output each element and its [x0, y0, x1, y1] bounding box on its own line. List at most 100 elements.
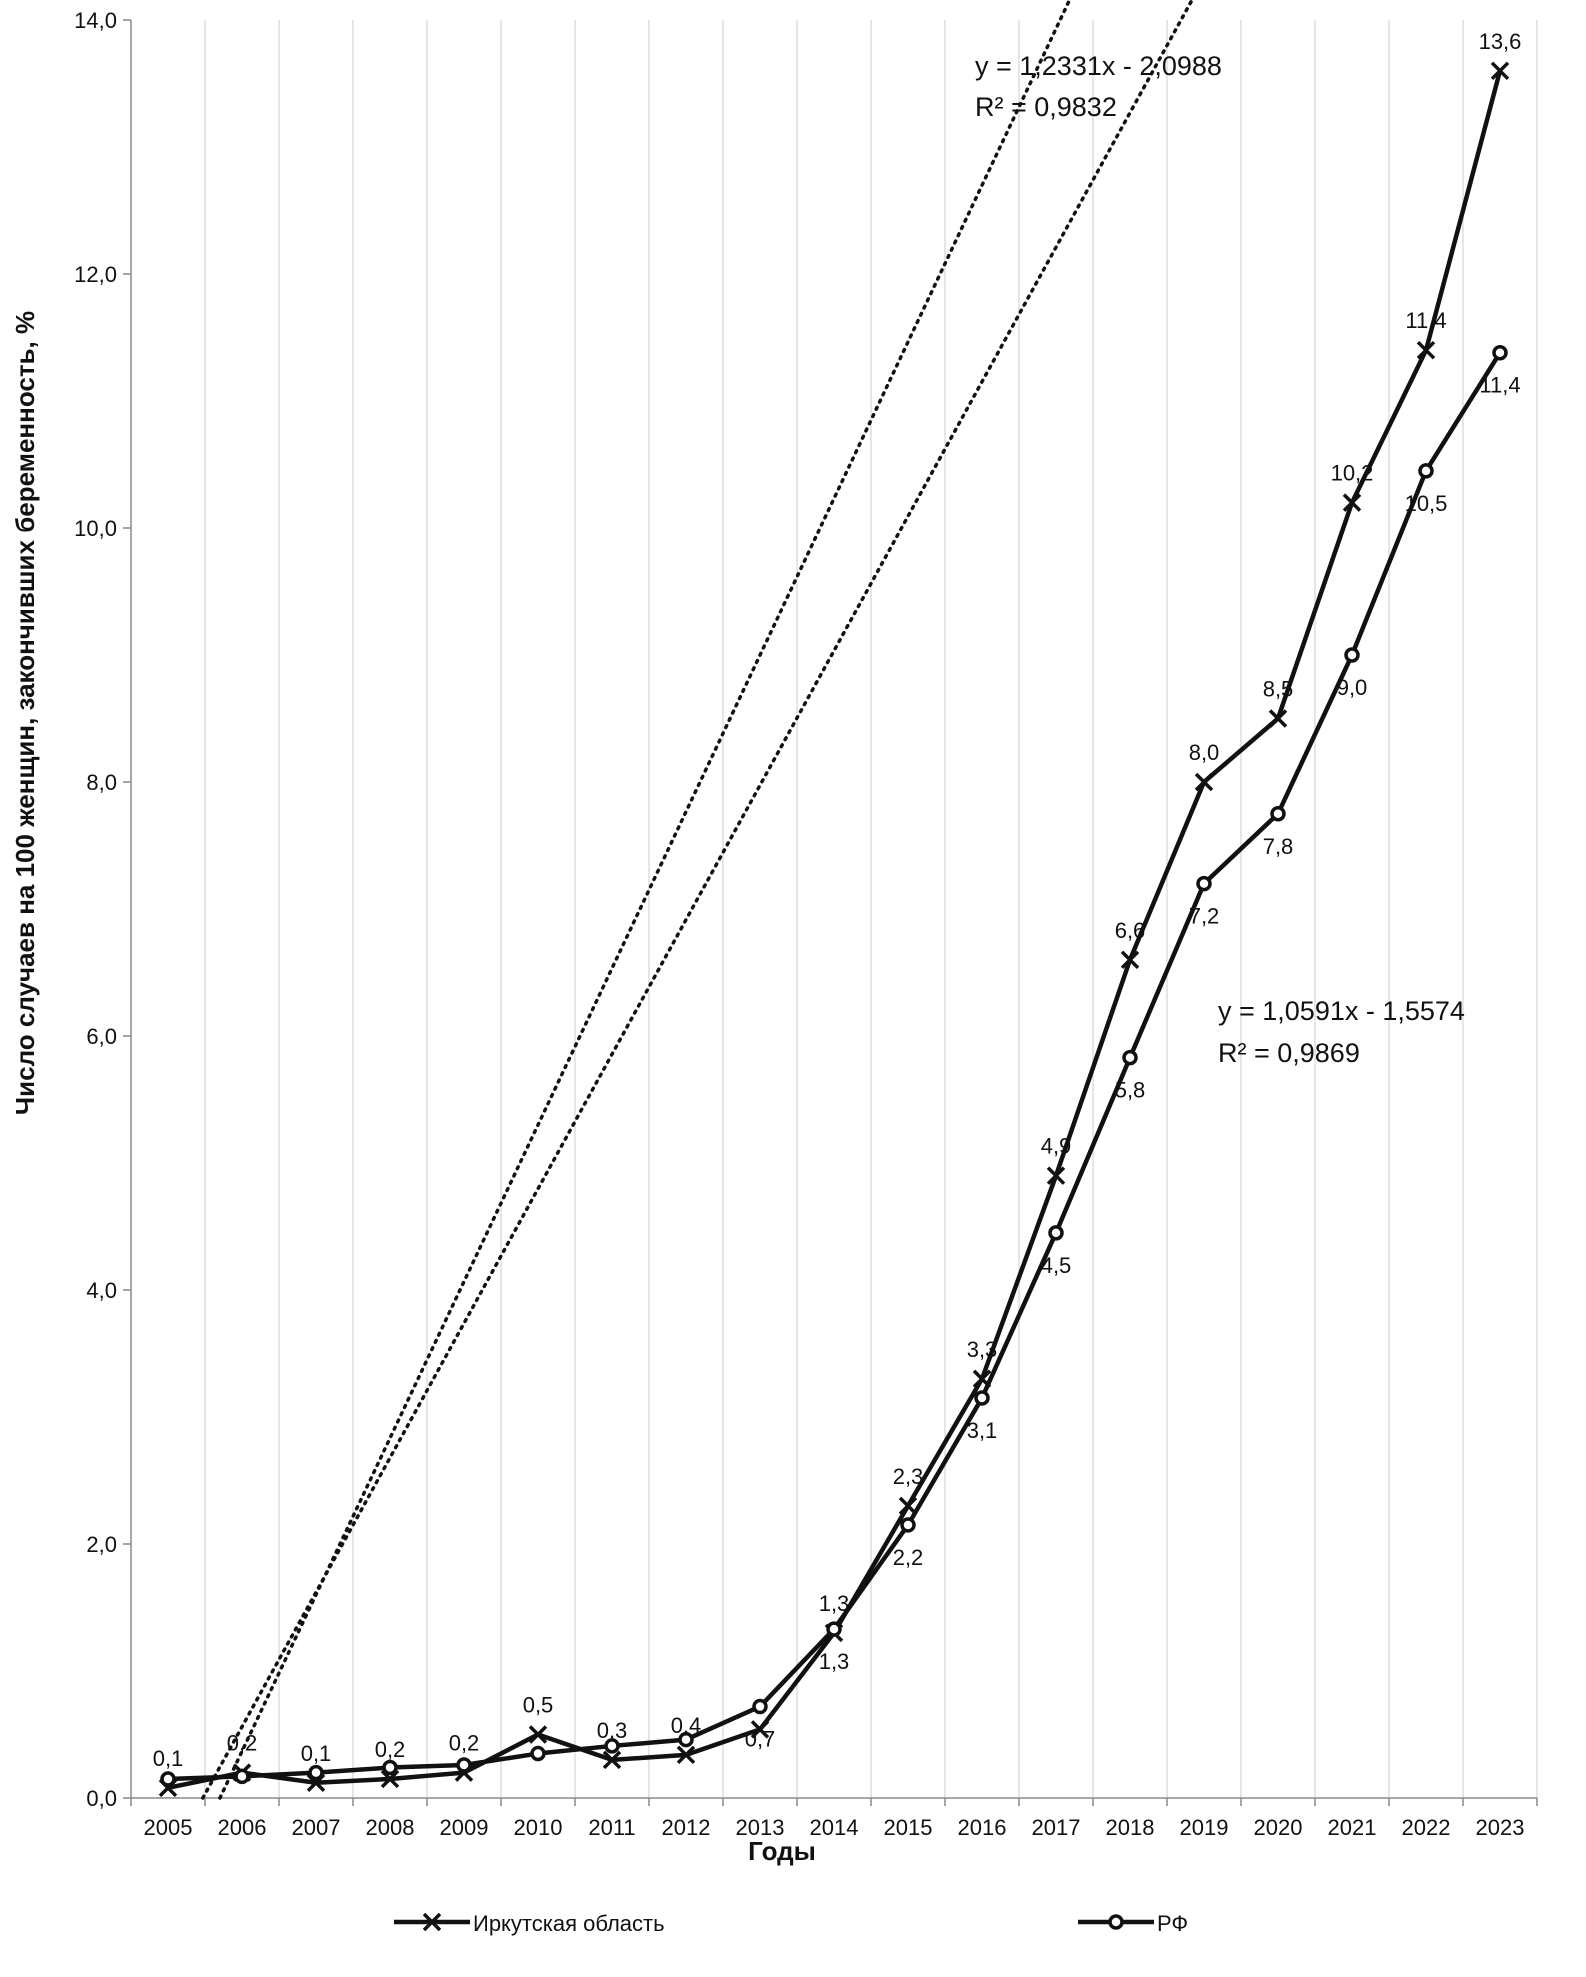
- y-tick-label: 12,0: [74, 262, 117, 287]
- data-label-irkutsk: 3,3: [967, 1337, 998, 1362]
- data-label-irkutsk: 4,9: [1041, 1134, 1072, 1159]
- data-label-rf: 11,4: [1479, 373, 1520, 398]
- legend-irkutsk-label: Иркутская область: [473, 1911, 665, 1936]
- data-point-irkutsk: [676, 1745, 696, 1765]
- data-point-rf: [826, 1621, 842, 1637]
- data-point-irkutsk: [1268, 709, 1288, 728]
- data-point-rf: [1196, 875, 1212, 892]
- data-point-rf: [1418, 463, 1434, 479]
- x-tick-label: 2020: [1254, 1815, 1303, 1840]
- data-point-rf: [530, 1745, 546, 1762]
- legend-rf-label: РФ: [1157, 1911, 1188, 1936]
- data-label-rf: 2,2: [893, 1545, 924, 1570]
- data-label-irkutsk: 0,1: [153, 1746, 184, 1771]
- data-point-rf: [1344, 647, 1360, 663]
- data-label-irkutsk: 1,3: [819, 1591, 850, 1616]
- x-tick-label: 2008: [366, 1815, 415, 1840]
- x-tick-label: 2009: [440, 1815, 489, 1840]
- data-label-rf: 9,0: [1337, 675, 1368, 700]
- legend: Иркутская область РФ: [394, 1911, 1188, 1936]
- data-label-irkutsk: 0,2: [375, 1737, 406, 1762]
- data-label-rf: 7,8: [1263, 834, 1294, 859]
- data-labels: 0,1 0,2 0,1 0,2 0,2 0,5 0,3 0,4 1,3 2,3 3,3 4,9 6,6 8…: [153, 29, 1522, 1771]
- x-tick-label: 2016: [958, 1815, 1007, 1840]
- x-tick-label: 2018: [1106, 1815, 1155, 1840]
- data-label-irkutsk: 0,5: [523, 1693, 554, 1718]
- data-point-rf: [974, 1390, 990, 1406]
- trendline-irkutsk: [218, 0, 1072, 1800]
- x-tick-label: 2023: [1476, 1815, 1525, 1840]
- data-label-rf: 3,1: [967, 1418, 998, 1443]
- data-point-irkutsk: [1046, 1166, 1066, 1185]
- data-point-irkutsk: [1342, 493, 1362, 512]
- series-line-irkutsk: [167, 70, 1503, 1791]
- data-point-rf: [900, 1517, 916, 1533]
- legend-irkutsk-marker: [422, 1912, 442, 1932]
- x-axis-title: Годы: [748, 1836, 816, 1866]
- data-point-irkutsk: [750, 1720, 770, 1739]
- trendlines: [201, 0, 1195, 1800]
- data-label-irkutsk: 0,4: [671, 1713, 702, 1738]
- trend-r2-irkutsk: R² = 0,9832: [975, 92, 1117, 122]
- data-label-irkutsk: 6,6: [1115, 918, 1146, 943]
- grid-lines: [204, 20, 1538, 1798]
- tick-labels: 0,0 2,0 4,0 6,0 8,0 10,0 12,0 14,0 2005 2006 2007 2…: [74, 8, 1538, 1840]
- y-tick-label: 10,0: [74, 516, 117, 541]
- data-point-rf: [234, 1768, 250, 1785]
- data-label-irkutsk: 8,5: [1263, 677, 1294, 702]
- y-tick-label: 14,0: [74, 8, 117, 33]
- data-label-irkutsk: 10,2: [1331, 461, 1374, 486]
- data-point-rf: [1048, 1225, 1064, 1241]
- data-point-irkutsk: [602, 1750, 622, 1770]
- data-point-rf: [308, 1764, 324, 1781]
- data-point-rf: [382, 1759, 398, 1776]
- data-label-irkutsk: 8,0: [1189, 740, 1220, 765]
- x-tick-label: 2022: [1402, 1815, 1451, 1840]
- data-label-rf: 4,5: [1041, 1253, 1072, 1278]
- x-tick-label: 2014: [810, 1815, 859, 1840]
- data-point-irkutsk: [1120, 950, 1140, 970]
- data-label-rf: 5,8: [1115, 1078, 1146, 1103]
- trendline-rf: [201, 0, 1195, 1800]
- legend-rf-marker: [1108, 1914, 1124, 1930]
- data-point-irkutsk: [1416, 340, 1436, 360]
- x-tick-label: 2007: [292, 1815, 341, 1840]
- series: [158, 61, 1510, 1798]
- y-tick-label: 8,0: [86, 770, 117, 795]
- x-tick-label: 2013: [736, 1815, 785, 1840]
- x-tick-label: 2019: [1180, 1815, 1229, 1840]
- x-tick-label: 2011: [588, 1815, 635, 1840]
- data-point-rf: [1122, 1049, 1138, 1066]
- data-point-rf: [456, 1757, 472, 1773]
- y-tick-label: 4,0: [86, 1278, 117, 1303]
- x-tick-label: 2005: [144, 1815, 193, 1840]
- x-tick-label: 2017: [1032, 1815, 1081, 1840]
- data-label-rf: 1,3: [819, 1649, 850, 1674]
- data-label-irkutsk: 11,4: [1405, 308, 1446, 333]
- y-tick-label: 6,0: [86, 1024, 117, 1049]
- data-point-irkutsk: [1490, 61, 1510, 81]
- x-tick-label: 2012: [662, 1815, 711, 1840]
- x-tick-label: 2006: [218, 1815, 267, 1840]
- trend-equation-irkutsk: y = 1,2331x - 2,0988: [975, 51, 1222, 81]
- data-point-rf: [1492, 344, 1508, 361]
- data-point-rf: [604, 1738, 620, 1754]
- data-label-irkutsk: 2,3: [893, 1464, 924, 1489]
- data-point-irkutsk: [380, 1769, 400, 1789]
- data-point-rf: [1270, 806, 1286, 822]
- y-tick-label: 2,0: [86, 1532, 117, 1557]
- x-tick-label: 2015: [884, 1815, 933, 1840]
- data-point-rf: [678, 1731, 694, 1748]
- data-label-rf: 0,7: [745, 1727, 776, 1752]
- axes: [130, 20, 1537, 1799]
- trend-r2-rf: R² = 0,9869: [1218, 1038, 1360, 1068]
- x-tick-label: 2010: [514, 1815, 563, 1840]
- data-point-irkutsk: [528, 1725, 548, 1744]
- data-point-irkutsk: [898, 1496, 918, 1516]
- data-point-irkutsk: [1194, 772, 1214, 792]
- x-tick-label: 2021: [1328, 1815, 1377, 1840]
- data-point-rf: [160, 1771, 176, 1787]
- data-label-rf: 7,2: [1189, 904, 1220, 929]
